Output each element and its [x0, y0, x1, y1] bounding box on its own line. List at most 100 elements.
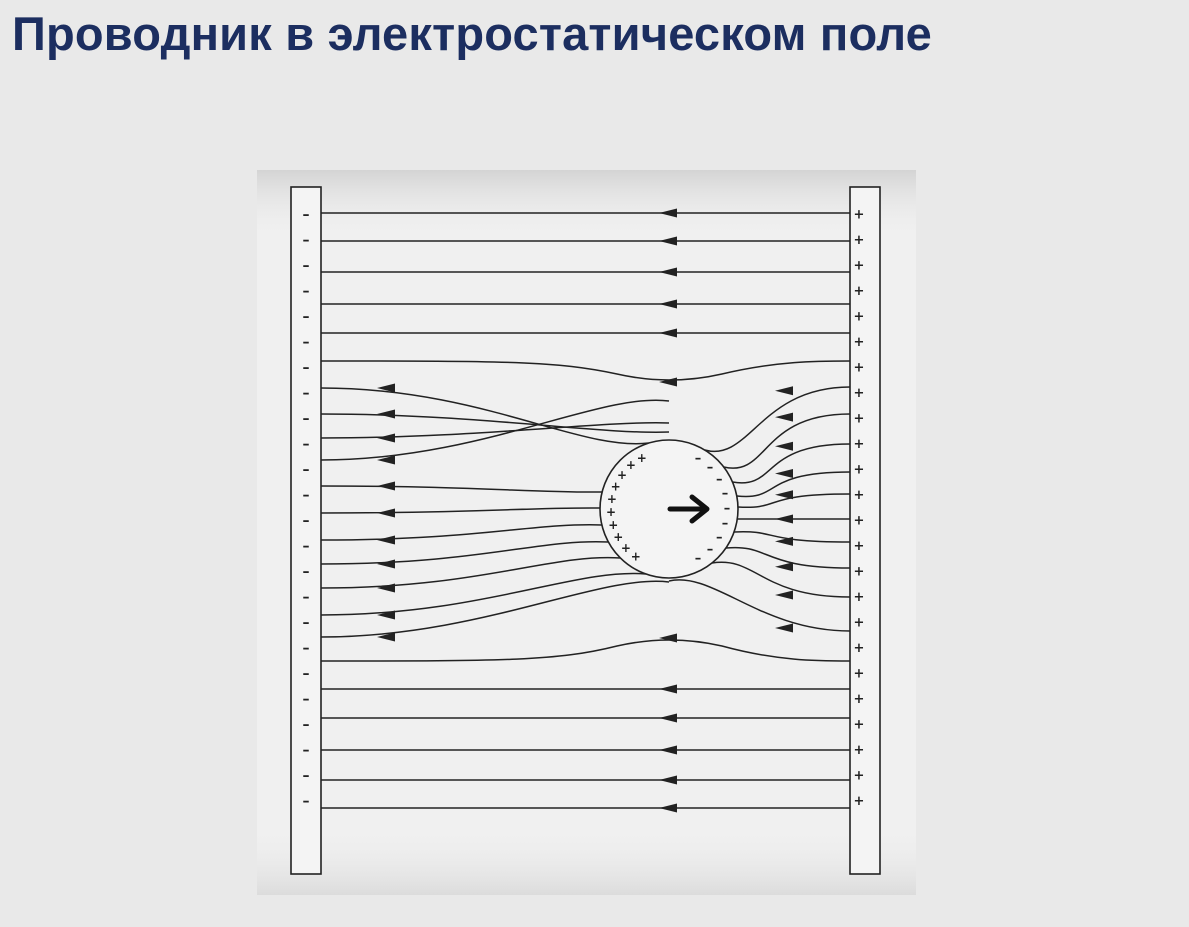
negative-charge-sign: –	[716, 473, 723, 488]
field-arrow-icon	[775, 623, 793, 633]
negative-charge-sign: –	[303, 309, 310, 325]
positive-charge-sign: +	[854, 743, 865, 758]
negative-charge-sign: –	[303, 768, 310, 784]
positive-charge-sign: +	[608, 518, 618, 532]
field-line	[320, 524, 602, 541]
field-line	[737, 493, 851, 509]
positive-charge-sign: +	[854, 641, 865, 656]
field-diagram-svg: ––––––––––––––––––––––––++++++++++++++++…	[257, 170, 916, 895]
negative-charge-sign: –	[303, 411, 310, 427]
negative-charge-sign: –	[303, 335, 310, 351]
field-arrow-icon	[659, 713, 677, 723]
negative-charge-sign: –	[722, 486, 729, 501]
field-arrow-icon	[659, 803, 677, 813]
field-arrow-icon	[377, 409, 395, 419]
negative-charge-sign: –	[303, 794, 310, 810]
field-arrow-icon	[659, 267, 677, 277]
negative-charge-sign: –	[303, 462, 310, 478]
negative-charge-sign: –	[303, 743, 310, 759]
negative-charge-sign: –	[303, 539, 310, 555]
field-line	[723, 413, 851, 469]
positive-charge-sign: +	[854, 463, 865, 478]
negative-charge-sign: –	[303, 437, 310, 453]
field-line	[725, 546, 851, 569]
positive-charge-sign: +	[854, 386, 865, 401]
field-arrow-icon	[377, 583, 395, 593]
field-arrow-icon	[659, 377, 677, 387]
field-arrow-icon	[377, 508, 395, 518]
positive-charge-sign: +	[854, 412, 865, 427]
field-arrow-icon	[659, 236, 677, 246]
field-arrow-icon	[377, 481, 395, 491]
slide-title: Проводник в электростатическом поле	[12, 7, 932, 60]
field-diagram: – – – – – – – – – – – – – – – – – – – – – – – – + + + + + + + + + + + + + + + +…	[257, 170, 916, 895]
negative-charge-sign: –	[303, 233, 310, 249]
field-arrow-icon	[659, 299, 677, 309]
negative-charge-sign: –	[303, 666, 310, 682]
field-arrow-icon	[377, 433, 395, 443]
field-arrow-icon	[775, 590, 793, 600]
negative-charge-sign: –	[716, 531, 723, 546]
negative-plate	[290, 186, 322, 875]
field-line	[320, 580, 670, 638]
positive-charge-sign: +	[854, 335, 865, 350]
positive-charge-sign: +	[854, 208, 865, 223]
field-line	[320, 540, 609, 565]
field-line	[320, 507, 601, 514]
field-arrow-icon	[377, 455, 395, 465]
field-arrow-icon	[775, 490, 793, 500]
positive-charge-sign: +	[621, 541, 631, 555]
field-arrow-icon	[659, 684, 677, 694]
field-arrow-icon	[775, 562, 793, 572]
negative-charge-sign: –	[303, 590, 310, 606]
positive-charge-sign: +	[854, 616, 865, 631]
positive-charge-sign: +	[854, 259, 865, 274]
field-arrow-icon	[775, 386, 793, 396]
positive-charge-sign: +	[854, 794, 865, 809]
positive-charge-sign: +	[611, 479, 621, 493]
field-arrow-icon	[659, 633, 677, 643]
negative-charge-sign: –	[303, 513, 310, 529]
positive-charge-sign: +	[613, 530, 623, 544]
positive-charge-sign: +	[637, 451, 647, 465]
positive-charge-sign: +	[631, 550, 641, 564]
positive-charge-sign: +	[854, 310, 865, 325]
field-line	[711, 561, 851, 598]
positive-charge-sign: +	[854, 565, 865, 580]
field-arrow-icon	[775, 412, 793, 422]
field-line	[320, 556, 621, 589]
positive-charge-sign: +	[854, 488, 865, 503]
field-arrow-icon	[775, 536, 793, 546]
conductor-motion-arrow-icon	[667, 494, 710, 524]
positive-charge-sign: +	[854, 718, 865, 733]
field-line	[704, 386, 851, 453]
field-arrow-icon	[659, 208, 677, 218]
field-arrow-icon	[659, 745, 677, 755]
negative-charge-sign: –	[303, 488, 310, 504]
positive-charge-sign: +	[854, 539, 865, 554]
positive-charge-sign: +	[854, 667, 865, 682]
positive-charge-sign: +	[606, 505, 616, 519]
negative-charge-sign: –	[722, 517, 729, 532]
field-arrow-icon	[659, 775, 677, 785]
positive-charge-sign: +	[617, 468, 627, 482]
field-line	[668, 579, 851, 632]
field-line	[734, 531, 851, 543]
negative-charge-sign: –	[303, 717, 310, 733]
positive-charge-sign: +	[854, 769, 865, 784]
field-line	[320, 387, 649, 445]
field-arrow-icon	[377, 535, 395, 545]
diagram-panel	[257, 170, 916, 895]
field-line	[736, 471, 851, 498]
diagram-top-shade	[257, 170, 916, 240]
field-arrow-icon	[775, 468, 793, 478]
field-lines	[320, 212, 851, 809]
positive-charge-sign: +	[854, 361, 865, 376]
negative-charge-sign: –	[303, 641, 310, 657]
negative-charge-sign: –	[303, 207, 310, 223]
negative-charge-sign: –	[303, 692, 310, 708]
negative-charge-sign: –	[303, 258, 310, 274]
positive-charge-sign: +	[607, 492, 617, 506]
field-arrow-icon	[775, 514, 793, 524]
negative-charge-sign: –	[303, 284, 310, 300]
